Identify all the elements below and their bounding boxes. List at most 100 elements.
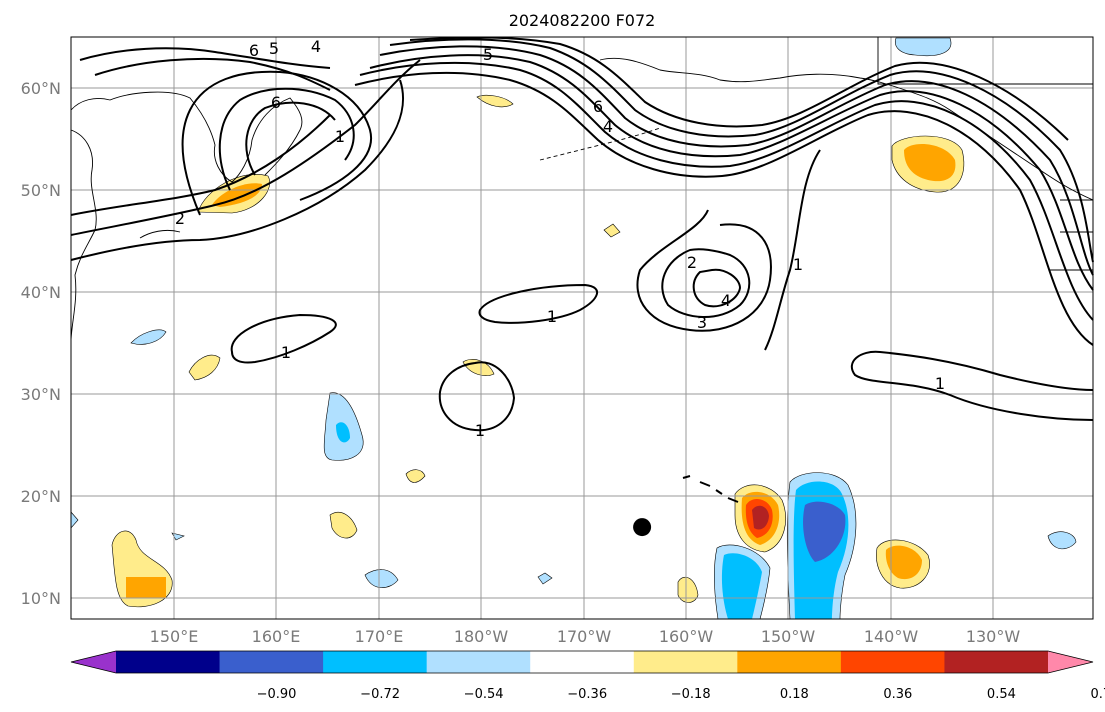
shade-negative <box>895 37 952 57</box>
contour-label: 4 <box>311 37 321 56</box>
contour-line <box>692 268 742 308</box>
contour-label: 6 <box>249 41 259 60</box>
map-frame <box>70 36 1094 620</box>
contour-label: 3 <box>697 313 707 332</box>
storm-position-marker <box>633 518 652 537</box>
latitude-labels: 60°N 50°N 40°N 30°N 20°N 10°N <box>21 79 61 608</box>
contour-label: 6 <box>271 93 281 112</box>
contour-label: 4 <box>721 291 731 310</box>
colorbar-segment <box>633 651 738 673</box>
lon-label: 150°W <box>761 627 816 646</box>
colorbar-tick-label: 0.72 <box>1091 687 1105 702</box>
lat-label: 60°N <box>21 79 61 98</box>
lon-label: 150°E <box>150 627 199 646</box>
contour-line <box>94 57 331 91</box>
contour-label: 6 <box>593 97 603 116</box>
contour-label: 2 <box>175 209 185 228</box>
contour-line <box>850 350 1094 421</box>
contour-line <box>230 313 337 364</box>
contour-label: 1 <box>547 307 557 326</box>
contour-label: 4 <box>603 117 613 136</box>
contour-label: 5 <box>269 39 279 58</box>
contour-line <box>359 61 1094 321</box>
contour-line <box>354 71 1094 346</box>
lon-label: 140°W <box>864 627 919 646</box>
shade-positive <box>677 576 699 603</box>
lon-label: 130°W <box>966 627 1021 646</box>
shade-positive <box>476 94 514 108</box>
contour-label: 1 <box>935 374 945 393</box>
contour-line <box>764 149 821 351</box>
colorbar-segment <box>530 651 635 673</box>
contour-line <box>478 283 598 324</box>
colorbar-segment <box>323 651 428 673</box>
coastline-hawaii <box>682 475 739 503</box>
contours <box>70 36 1094 432</box>
contour-label: 1 <box>475 421 485 440</box>
shade-negative <box>721 553 762 619</box>
shade-positive <box>885 545 922 580</box>
lon-label: 160°W <box>659 627 714 646</box>
colorbar-tick-label: −0.18 <box>671 687 711 702</box>
contour-line <box>70 79 405 261</box>
contour-line <box>79 47 331 69</box>
lat-label: 10°N <box>21 589 61 608</box>
shade-positive <box>212 183 262 207</box>
colorbar-segment <box>944 651 1049 673</box>
colorbar-tick-label: −0.36 <box>567 687 607 702</box>
contour-label: 2 <box>687 253 697 272</box>
coastline-aleutians <box>539 127 661 161</box>
contour-line <box>245 101 336 176</box>
colorbar-extend-min <box>71 651 116 673</box>
anomaly-shading <box>70 37 1077 620</box>
colorbar-extend-max <box>1048 651 1093 673</box>
contour-line <box>218 87 355 191</box>
map-title: 2024082200 F072 <box>509 11 656 30</box>
shade-positive <box>188 354 221 381</box>
shade-negative <box>537 572 553 585</box>
colorbar-tick-label: 0.36 <box>883 687 912 702</box>
map-background <box>71 37 1093 619</box>
contour-line <box>661 248 751 318</box>
shade-negative <box>336 422 350 443</box>
colorbar: −0.90 −0.72 −0.54 −0.36 −0.18 0.18 0.36 0.54 0.7… <box>70 650 1105 702</box>
contour-label: 5 <box>483 45 493 64</box>
contour-line <box>181 70 373 216</box>
lon-label: 170°E <box>355 627 404 646</box>
contour-line <box>369 54 1094 291</box>
lat-label: 50°N <box>21 181 61 200</box>
shade-positive <box>752 505 769 530</box>
contour-label: 1 <box>335 127 345 146</box>
contour-line <box>70 59 421 236</box>
shade-positive <box>405 469 426 483</box>
colorbar-tick-label: −0.54 <box>464 687 504 702</box>
contour-line <box>438 361 516 432</box>
lat-label: 40°N <box>21 283 61 302</box>
shade-negative <box>364 569 399 588</box>
contour-line <box>389 38 1094 263</box>
lon-label: 180°W <box>454 627 509 646</box>
contour-label: 1 <box>281 343 291 362</box>
contour-label: 1 <box>793 255 803 274</box>
colorbar-tick-label: −0.90 <box>257 687 297 702</box>
contour-line <box>409 36 1069 141</box>
colorbar-tick-label: −0.72 <box>360 687 400 702</box>
shade-positive <box>904 144 956 182</box>
map-panel: 6 5 4 6 1 2 5 6 4 2 3 4 1 1 1 1 1 <box>70 36 1094 620</box>
colorbar-segment <box>840 651 945 673</box>
colorbar-segment <box>116 651 221 673</box>
colorbar-segment <box>426 651 531 673</box>
colorbar-segment <box>219 651 324 673</box>
shade-negative <box>1047 531 1077 550</box>
contour-line <box>636 209 772 332</box>
gridlines <box>71 37 1093 619</box>
coastline-kamchatka <box>70 91 303 183</box>
coastline-kurils <box>139 229 181 239</box>
lat-label: 20°N <box>21 487 61 506</box>
lon-label: 170°W <box>557 627 612 646</box>
lat-label: 30°N <box>21 385 61 404</box>
contour-line <box>70 114 331 216</box>
lon-label: 160°E <box>252 627 301 646</box>
longitude-labels: 150°E 160°E 170°E 180°W 170°W 160°W 150°… <box>150 627 1021 646</box>
